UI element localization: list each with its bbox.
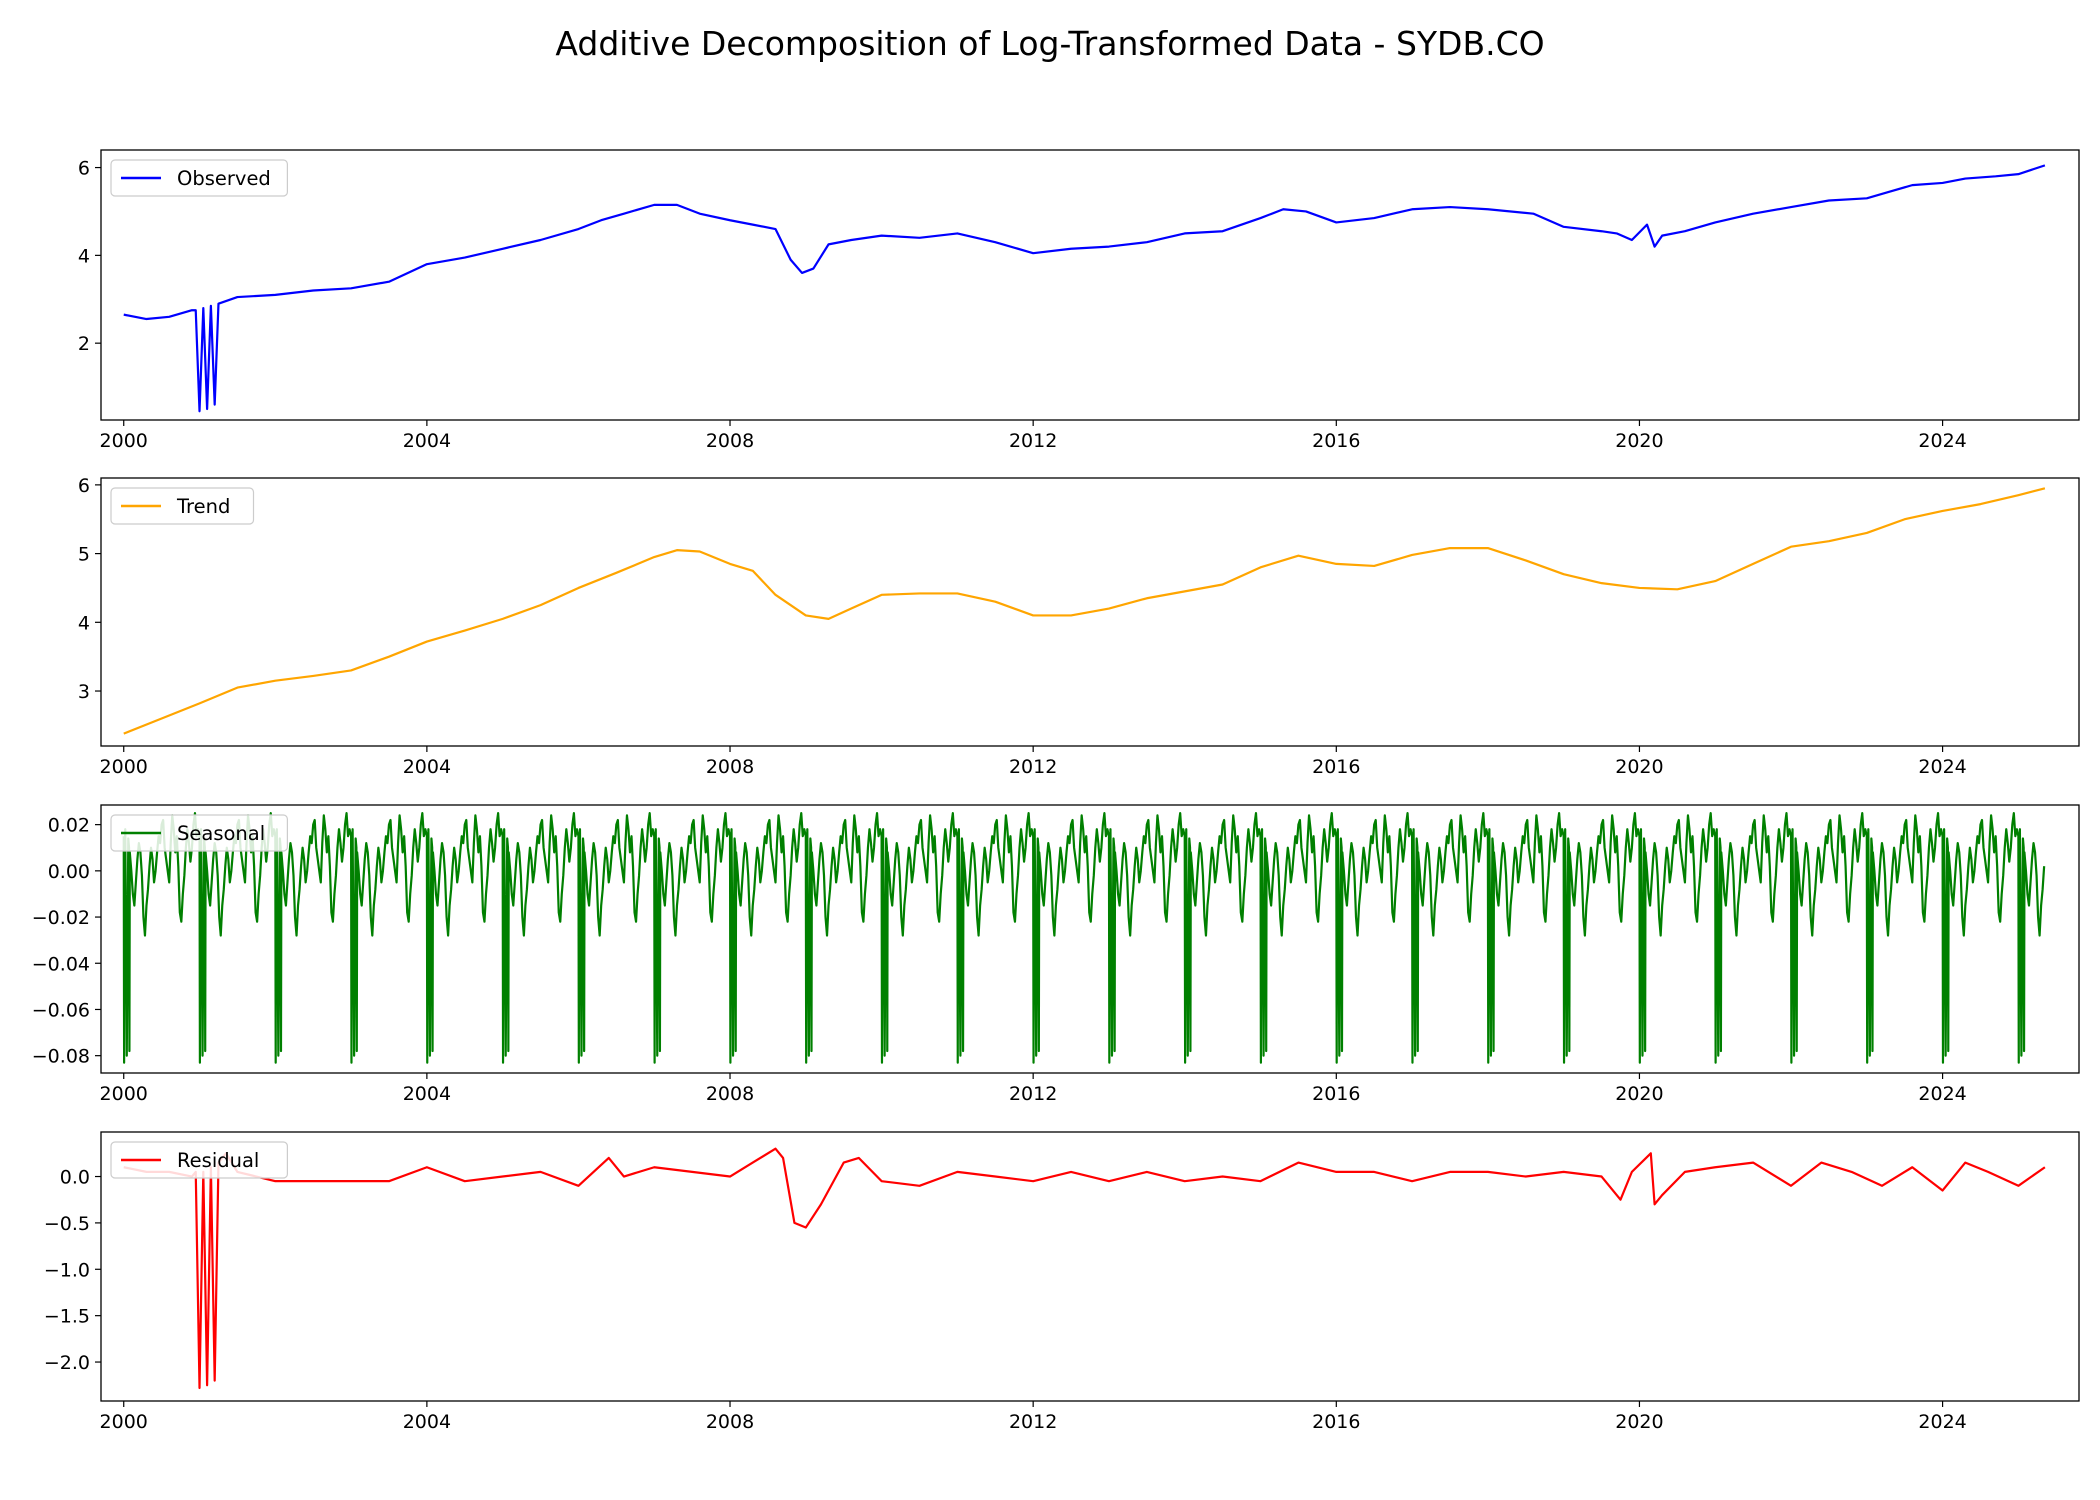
observed-y-tick-label: 2 — [78, 333, 90, 355]
residual-legend: Residual — [110, 1141, 288, 1179]
trend-y-tick-label: 4 — [78, 612, 90, 634]
seasonal-panel: 2000 2004 2008 2012 2016 2020 2024 0.02 0.00 −0.0… — [32, 804, 2080, 1105]
residual-x-tick-label: 2020 — [1615, 1411, 1663, 1433]
seasonal-x-tick-label: 2024 — [1918, 1083, 1966, 1105]
observed-series-line — [123, 164, 2046, 413]
trend-y-tick-label: 5 — [78, 544, 90, 566]
observed-x-tick-label: 2012 — [1009, 430, 1057, 452]
trend-y-tick-label: 3 — [78, 681, 90, 703]
residual-y-tick-label: 0.0 — [60, 1167, 90, 1189]
trend-panel: 2000 2004 2008 2012 2016 2020 2024 3 4 5 6 Trend — [78, 475, 2080, 778]
trend-x-tick-label: 2016 — [1312, 756, 1360, 778]
trend-legend-label: Trend — [176, 495, 230, 518]
residual-x-tick-label: 2012 — [1009, 1411, 1057, 1433]
seasonal-x-tick-label: 2020 — [1615, 1083, 1663, 1105]
residual-y-tick-label: −2.0 — [44, 1352, 90, 1374]
residual-legend-box — [110, 1141, 288, 1179]
trend-x-tick-label: 2024 — [1918, 756, 1966, 778]
observed-legend-box — [110, 159, 288, 197]
trend-x-tick-label: 2020 — [1615, 756, 1663, 778]
observed-panel: 2000 2004 2008 2012 2016 2020 2024 2 4 6 Observed — [78, 149, 2080, 452]
observed-x-tick-label: 2020 — [1615, 430, 1663, 452]
residual-y-tick-label: −1.0 — [44, 1259, 90, 1281]
seasonal-legend-label: Seasonal — [177, 822, 265, 845]
trend-legend-box — [110, 487, 255, 525]
trend-legend: Trend — [110, 487, 255, 525]
seasonal-x-tick-label: 2016 — [1312, 1083, 1360, 1105]
seasonal-axes-frame — [100, 804, 2080, 1074]
seasonal-x-tick-label: 2000 — [100, 1083, 148, 1105]
trend-axes-frame — [100, 477, 2080, 747]
observed-axes-frame — [100, 149, 2080, 421]
observed-x-tick-label: 2004 — [403, 430, 451, 452]
residual-x-tick-label: 2004 — [403, 1411, 451, 1433]
seasonal-y-tick-label: −0.06 — [32, 999, 90, 1021]
observed-legend: Observed — [110, 159, 288, 197]
residual-x-tick-label: 2024 — [1918, 1411, 1966, 1433]
trend-series-line — [123, 487, 2046, 735]
residual-panel: 2000 2004 2008 2012 2016 2020 2024 0.0 −0.5 −1.0 −… — [44, 1131, 2080, 1433]
trend-x-tick-label: 2004 — [403, 756, 451, 778]
residual-x-tick-label: 2000 — [100, 1411, 148, 1433]
seasonal-legend-box — [110, 814, 288, 852]
observed-legend-label: Observed — [177, 167, 271, 190]
seasonal-y-tick-label: −0.08 — [32, 1046, 90, 1068]
observed-x-tick-label: 2024 — [1918, 430, 1966, 452]
seasonal-x-tick-label: 2008 — [706, 1083, 754, 1105]
observed-x-tick-label: 2008 — [706, 430, 754, 452]
observed-y-tick-label: 6 — [78, 158, 90, 180]
trend-x-tick-label: 2012 — [1009, 756, 1057, 778]
residual-y-tick-label: −0.5 — [44, 1213, 90, 1235]
seasonal-y-tick-label: 0.02 — [48, 815, 90, 837]
observed-x-tick-label: 2000 — [100, 430, 148, 452]
residual-y-tick-label: −1.5 — [44, 1306, 90, 1328]
observed-y-tick-label: 4 — [78, 245, 90, 267]
residual-axes-frame — [100, 1131, 2080, 1402]
trend-x-tick-label: 2000 — [100, 756, 148, 778]
residual-x-tick-label: 2016 — [1312, 1411, 1360, 1433]
seasonal-y-tick-label: −0.04 — [32, 953, 90, 975]
trend-x-tick-label: 2008 — [706, 756, 754, 778]
seasonal-series-line — [122, 811, 2046, 1064]
seasonal-legend: Seasonal — [110, 814, 288, 852]
trend-y-tick-label: 6 — [78, 475, 90, 497]
seasonal-y-tick-label: 0.00 — [48, 861, 90, 883]
seasonal-x-tick-label: 2012 — [1009, 1083, 1057, 1105]
seasonal-y-tick-label: −0.02 — [32, 907, 90, 929]
residual-legend-label: Residual — [177, 1149, 259, 1172]
seasonal-x-tick-label: 2004 — [403, 1083, 451, 1105]
residual-x-tick-label: 2008 — [706, 1411, 754, 1433]
observed-x-tick-label: 2016 — [1312, 430, 1360, 452]
figure-title: Additive Decomposition of Log-Transforme… — [555, 24, 1544, 63]
